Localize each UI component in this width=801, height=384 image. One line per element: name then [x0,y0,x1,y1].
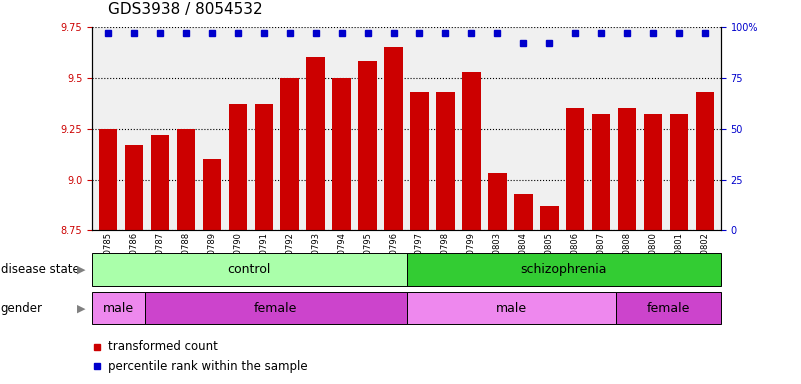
Text: control: control [227,263,271,276]
Bar [566,108,585,230]
Bar [307,58,324,230]
Bar [151,135,169,230]
Bar [514,194,533,230]
Bar [280,78,299,230]
Bar [92,292,144,324]
Bar [410,92,429,230]
Bar [462,72,481,230]
Bar [437,92,455,230]
Text: gender: gender [1,302,42,314]
Bar [125,145,143,230]
Bar [618,108,637,230]
Text: male: male [496,302,527,314]
Text: percentile rank within the sample: percentile rank within the sample [108,360,308,373]
Bar [592,114,610,230]
Text: disease state: disease state [1,263,79,276]
Bar [696,92,714,230]
Bar [92,253,406,286]
Text: GDS3938 / 8054532: GDS3938 / 8054532 [108,2,263,17]
Text: female: female [254,302,297,314]
Bar [541,206,558,230]
Text: female: female [647,302,690,314]
Bar [228,104,247,230]
Text: transformed count: transformed count [108,341,218,354]
Text: ▶: ▶ [77,265,86,275]
Bar [144,292,406,324]
Bar [358,61,376,230]
Bar [332,78,351,230]
Bar [203,159,221,230]
Bar [670,114,688,230]
Bar [255,104,272,230]
Bar [176,129,195,230]
Text: male: male [103,302,134,314]
Bar [99,129,117,230]
Bar [384,47,403,230]
Bar [616,292,721,324]
Text: schizophrenia: schizophrenia [521,263,607,276]
Bar [406,292,616,324]
Bar [489,174,506,230]
Bar [406,253,721,286]
Bar [644,114,662,230]
Text: ▶: ▶ [77,303,86,313]
